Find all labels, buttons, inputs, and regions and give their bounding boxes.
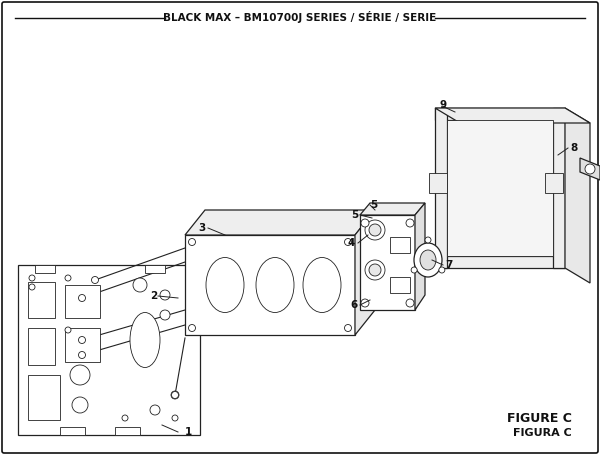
- Polygon shape: [565, 108, 590, 283]
- Circle shape: [188, 324, 196, 332]
- Circle shape: [65, 275, 71, 281]
- Circle shape: [160, 310, 170, 320]
- Polygon shape: [145, 265, 165, 273]
- Polygon shape: [115, 427, 140, 435]
- Polygon shape: [447, 120, 553, 256]
- Circle shape: [79, 294, 86, 302]
- Polygon shape: [435, 256, 565, 268]
- Circle shape: [29, 275, 35, 281]
- Circle shape: [344, 238, 352, 246]
- Polygon shape: [185, 210, 375, 235]
- Text: 7: 7: [445, 260, 452, 270]
- Circle shape: [425, 237, 431, 243]
- Polygon shape: [390, 237, 410, 253]
- Polygon shape: [28, 375, 60, 420]
- Polygon shape: [360, 203, 425, 215]
- Circle shape: [65, 327, 71, 333]
- Polygon shape: [65, 328, 100, 362]
- Polygon shape: [435, 108, 590, 123]
- Circle shape: [439, 267, 445, 273]
- Circle shape: [406, 299, 414, 307]
- Ellipse shape: [420, 250, 436, 270]
- Ellipse shape: [369, 224, 381, 236]
- Circle shape: [160, 290, 170, 300]
- Circle shape: [29, 284, 35, 290]
- Polygon shape: [580, 158, 600, 180]
- Circle shape: [361, 299, 369, 307]
- Text: FIGURA C: FIGURA C: [513, 428, 572, 438]
- Polygon shape: [435, 108, 447, 268]
- Text: 4: 4: [347, 238, 355, 248]
- Circle shape: [344, 324, 352, 332]
- Circle shape: [79, 337, 86, 344]
- Ellipse shape: [130, 313, 160, 368]
- Text: 6: 6: [351, 300, 358, 310]
- Polygon shape: [185, 235, 355, 335]
- Circle shape: [172, 415, 178, 421]
- Text: 5: 5: [370, 200, 377, 210]
- Polygon shape: [415, 203, 425, 310]
- Circle shape: [188, 238, 196, 246]
- Ellipse shape: [303, 258, 341, 313]
- Polygon shape: [60, 427, 85, 435]
- Circle shape: [70, 365, 90, 385]
- Text: BLACK MAX – BM10700J SERIES / SÉRIE / SERIE: BLACK MAX – BM10700J SERIES / SÉRIE / SE…: [163, 11, 437, 23]
- Ellipse shape: [206, 258, 244, 313]
- Polygon shape: [65, 285, 100, 318]
- Polygon shape: [435, 108, 565, 120]
- Ellipse shape: [369, 264, 381, 276]
- Polygon shape: [355, 210, 375, 335]
- Polygon shape: [553, 108, 565, 268]
- Text: FIGURE C: FIGURE C: [507, 411, 572, 425]
- Text: 9: 9: [440, 100, 447, 110]
- Circle shape: [133, 278, 147, 292]
- Polygon shape: [390, 277, 410, 293]
- Circle shape: [411, 267, 417, 273]
- Circle shape: [150, 405, 160, 415]
- Ellipse shape: [365, 260, 385, 280]
- Circle shape: [122, 415, 128, 421]
- Circle shape: [585, 164, 595, 174]
- Polygon shape: [28, 282, 55, 318]
- Ellipse shape: [365, 220, 385, 240]
- Polygon shape: [429, 173, 447, 193]
- Text: 8: 8: [570, 143, 577, 153]
- Ellipse shape: [414, 243, 442, 277]
- Circle shape: [72, 397, 88, 413]
- Text: 3: 3: [198, 223, 205, 233]
- Circle shape: [172, 391, 179, 399]
- Polygon shape: [545, 173, 563, 193]
- Polygon shape: [28, 328, 55, 365]
- Ellipse shape: [256, 258, 294, 313]
- Polygon shape: [18, 265, 200, 435]
- Polygon shape: [35, 265, 55, 273]
- Text: 5: 5: [351, 210, 358, 220]
- Circle shape: [171, 391, 179, 399]
- Circle shape: [406, 219, 414, 227]
- Text: 2: 2: [150, 291, 157, 301]
- Polygon shape: [360, 215, 415, 310]
- Text: 1: 1: [185, 427, 192, 437]
- Circle shape: [91, 277, 98, 283]
- Circle shape: [361, 219, 369, 227]
- Circle shape: [79, 352, 86, 359]
